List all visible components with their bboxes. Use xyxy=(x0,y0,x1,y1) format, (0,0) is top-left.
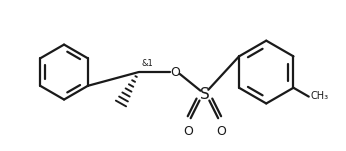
Text: O: O xyxy=(216,125,226,138)
Text: S: S xyxy=(200,87,209,102)
Text: O: O xyxy=(170,66,180,79)
Text: CH₃: CH₃ xyxy=(311,91,329,101)
Text: O: O xyxy=(183,125,193,138)
Text: &1: &1 xyxy=(142,59,153,68)
